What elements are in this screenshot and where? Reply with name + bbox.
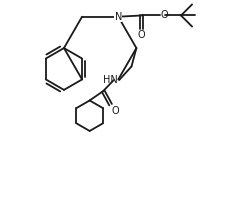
Text: N: N (115, 12, 122, 22)
Text: HN: HN (103, 75, 118, 85)
Text: O: O (112, 106, 119, 116)
Text: O: O (138, 30, 145, 40)
Text: O: O (161, 10, 168, 20)
